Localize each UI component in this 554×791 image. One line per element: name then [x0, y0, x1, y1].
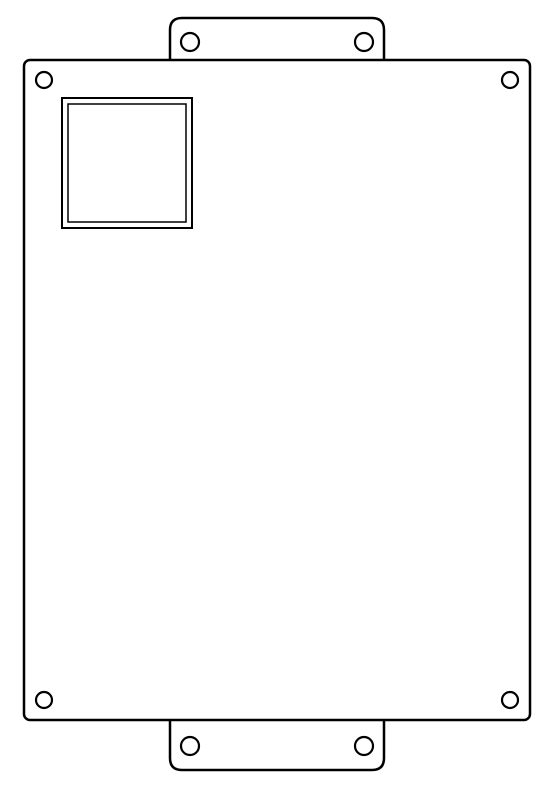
screw-hole	[502, 72, 518, 88]
screw-hole	[502, 692, 518, 708]
top-tab	[170, 18, 384, 60]
screw-hole	[36, 72, 52, 88]
screw-hole	[36, 692, 52, 708]
screw-hole	[181, 737, 199, 755]
screw-hole	[355, 737, 373, 755]
relay-wiper	[62, 98, 192, 228]
bottom-tab	[170, 720, 384, 770]
screw-hole	[181, 33, 199, 51]
screw-hole	[355, 33, 373, 51]
fusebox-diagram	[0, 0, 554, 791]
